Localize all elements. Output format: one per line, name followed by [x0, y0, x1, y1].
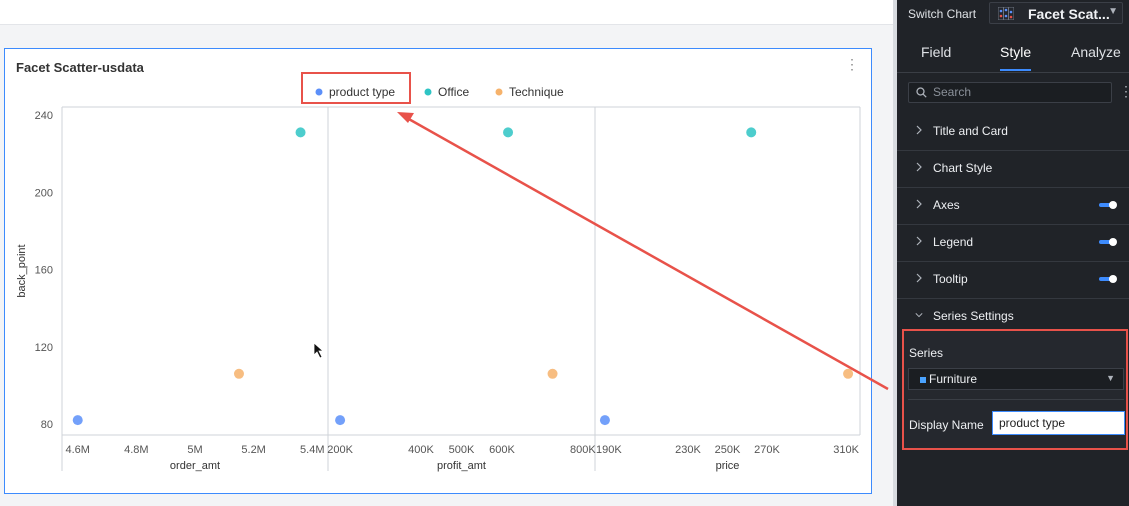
series-select[interactable]: Furniture ▼: [908, 368, 1124, 390]
tab-style[interactable]: Style: [1000, 44, 1032, 60]
x-tick-label: 190K: [596, 444, 622, 456]
series-settings-box: Series Furniture ▼ Display Name: [902, 329, 1128, 450]
y-tick-label: 120: [35, 342, 53, 354]
series-label: Series: [909, 346, 944, 360]
series-color-swatch: [920, 377, 926, 383]
chart-title: Facet Scatter-usdata: [16, 60, 144, 75]
scatter-point[interactable]: [295, 127, 306, 138]
switch-chart-row: Switch Chart Facet Scat... ▼: [897, 0, 1129, 28]
x-axis-title: price: [716, 460, 740, 472]
section-series-settings[interactable]: Series Settings: [897, 298, 1129, 335]
legend-label: product type: [329, 85, 395, 99]
scatter-point[interactable]: [746, 127, 757, 138]
y-tick-label: 200: [35, 187, 53, 199]
x-axis-title: profit_amt: [437, 460, 486, 472]
legend-label: Technique: [509, 85, 564, 99]
chevron-right-icon: [916, 199, 922, 209]
tab-analyze[interactable]: Analyze: [1071, 44, 1121, 60]
switch-chart-label: Switch Chart: [908, 7, 977, 21]
scatter-point[interactable]: [843, 368, 854, 379]
divider: [908, 399, 1124, 400]
display-name-label: Display Name: [909, 418, 984, 432]
series-value: Furniture: [929, 372, 978, 386]
panel-tabs: Field Style Analyze: [897, 34, 1129, 73]
x-tick-label: 600K: [489, 444, 515, 456]
section-axes[interactable]: Axes: [897, 187, 1129, 225]
x-tick-label: 400K: [408, 444, 434, 456]
x-tick-label: 200K: [327, 444, 353, 456]
x-axis-title: order_amt: [170, 460, 220, 472]
caret-down-icon: ▼: [1108, 6, 1118, 17]
section-chart-style[interactable]: Chart Style: [897, 150, 1129, 188]
legend-marker: [315, 88, 323, 96]
legend-item[interactable]: Office: [424, 85, 470, 99]
y-axis-title: back_point: [16, 244, 28, 297]
search-box[interactable]: [908, 82, 1112, 103]
x-tick-label: 800K: [570, 444, 596, 456]
active-tab-indicator: [1000, 69, 1031, 71]
canvas-area: Facet Scatter-usdata ⋮ product type Offic…: [0, 0, 893, 494]
chevron-down-icon: [915, 313, 923, 318]
search-icon: [916, 87, 927, 98]
scatter-point[interactable]: [72, 415, 83, 426]
y-tick-label: 160: [35, 265, 53, 277]
more-vertical-icon[interactable]: ⋮: [1119, 83, 1129, 99]
caret-down-icon: ▼: [1106, 373, 1115, 383]
section-label: Title and Card: [933, 124, 1008, 138]
scatter-point[interactable]: [599, 415, 610, 426]
x-tick-label: 5.2M: [241, 444, 265, 456]
section-label: Series Settings: [933, 309, 1014, 323]
x-tick-label: 230K: [675, 444, 701, 456]
legend-label: Office: [438, 85, 469, 99]
section-legend[interactable]: Legend: [897, 224, 1129, 262]
x-tick-label: 500K: [449, 444, 475, 456]
chevron-right-icon: [916, 236, 922, 246]
legend-marker: [424, 88, 432, 96]
panel-divider[interactable]: [893, 0, 897, 506]
section-label: Legend: [933, 235, 974, 249]
x-tick-label: 310K: [833, 444, 859, 456]
scatter-point[interactable]: [335, 415, 346, 426]
chart-type-value: Facet Scat...: [1028, 6, 1110, 22]
tooltip-toggle[interactable]: [1099, 275, 1117, 283]
x-tick-label: 4.6M: [65, 444, 89, 456]
chevron-right-icon: [916, 162, 922, 172]
axes-toggle[interactable]: [1099, 201, 1117, 209]
section-label: Tooltip: [933, 272, 968, 286]
display-name-input[interactable]: [992, 411, 1125, 435]
section-label: Chart Style: [933, 161, 993, 175]
section-title-and-card[interactable]: Title and Card: [897, 113, 1129, 151]
legend-toggle[interactable]: [1099, 238, 1117, 246]
scatter-point[interactable]: [503, 127, 514, 138]
y-tick-label: 240: [35, 110, 53, 122]
chart-card[interactable]: Facet Scatter-usdata ⋮ product type Offic…: [4, 48, 872, 494]
facet-scatter-chart: product type Office Technique 240 200 160 120 8…: [16, 85, 861, 472]
x-tick-label: 270K: [754, 444, 780, 456]
scatter-point[interactable]: [547, 368, 558, 379]
search-input[interactable]: [933, 85, 1103, 99]
chevron-right-icon: [916, 273, 922, 283]
y-tick-label: 80: [41, 419, 53, 431]
facet-scatter-icon: [998, 7, 1014, 20]
x-tick-label: 5.4M: [300, 444, 324, 456]
scatter-point[interactable]: [233, 368, 244, 379]
chart-type-select[interactable]: Facet Scat... ▼: [989, 2, 1123, 24]
style-panel: Switch Chart Facet Scat... ▼ Field Style…: [897, 0, 1129, 506]
tab-field[interactable]: Field: [921, 44, 952, 60]
more-vertical-icon[interactable]: ⋮: [845, 56, 859, 72]
chevron-right-icon: [916, 125, 922, 135]
legend-item[interactable]: Technique: [495, 85, 565, 99]
x-tick-label: 4.8M: [124, 444, 148, 456]
x-tick-label: 5M: [187, 444, 202, 456]
section-tooltip[interactable]: Tooltip: [897, 261, 1129, 299]
top-toolbar-strip: [0, 0, 893, 25]
x-tick-label: 250K: [715, 444, 741, 456]
section-label: Axes: [933, 198, 960, 212]
legend-marker: [495, 88, 503, 96]
legend-item[interactable]: product type: [315, 85, 396, 99]
